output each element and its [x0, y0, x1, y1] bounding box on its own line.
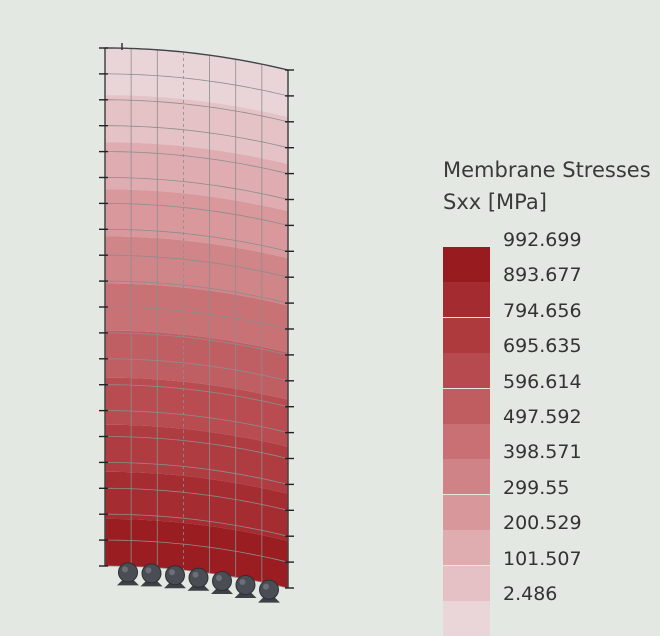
mesh-line	[105, 228, 289, 252]
legend-value: 992.699	[503, 229, 582, 251]
legend-value: 398.571	[503, 441, 582, 464]
mesh-line	[105, 99, 289, 123]
stress-legend: Membrane Stresses Sxx [MPa] 992.699 893.6…	[443, 154, 658, 636]
support-ball	[188, 567, 209, 588]
model-viewport[interactable]	[0, 0, 660, 610]
stress-band	[105, 142, 288, 212]
stress-band	[105, 471, 288, 541]
mesh-line	[105, 358, 289, 382]
support-ball	[118, 562, 138, 583]
support-highlight	[192, 571, 199, 578]
legend-value: 596.614	[503, 370, 582, 393]
mesh-line	[105, 151, 289, 174]
stress-band	[105, 189, 288, 259]
legend-value: 794.656	[503, 299, 582, 322]
mesh-line	[105, 203, 289, 226]
legend-value: 893.677	[503, 264, 582, 287]
legend-value: 200.529	[503, 512, 582, 535]
edge-ticks	[99, 47, 294, 589]
legend-swatch	[443, 282, 490, 318]
stress-band	[105, 424, 288, 494]
mesh-line	[105, 513, 289, 537]
mesh-line	[105, 125, 289, 149]
support-ball	[235, 574, 256, 595]
stress-band	[105, 377, 288, 447]
mesh-line	[105, 384, 289, 408]
mesh-line	[105, 436, 289, 459]
mesh-line	[105, 177, 289, 200]
support-highlight	[122, 566, 128, 573]
legend-swatch	[443, 388, 490, 424]
legend-value: 299.55	[503, 476, 570, 499]
stress-band	[105, 236, 288, 306]
stress-contour-bands	[105, 48, 288, 588]
legend-subtitle: Sxx [MPa]	[443, 190, 547, 214]
legend-title: Membrane Stresses	[443, 158, 651, 182]
stress-band	[105, 283, 288, 353]
support-highlight	[145, 567, 152, 574]
support-ball	[141, 563, 162, 584]
mesh-line	[105, 462, 289, 485]
legend-value: 497.592	[503, 406, 582, 428]
legend-swatch	[443, 530, 490, 566]
mesh-line	[105, 332, 289, 356]
mesh-line	[105, 280, 289, 304]
support-highlight	[263, 583, 269, 590]
legend-swatch	[443, 601, 490, 636]
mesh-line	[105, 254, 289, 278]
top-edge	[105, 47, 289, 71]
mesh-line	[105, 410, 289, 433]
legend-value: 101.507	[503, 547, 582, 570]
support-highlight	[169, 569, 175, 576]
legend-swatch	[443, 353, 490, 389]
mesh-line	[105, 73, 289, 97]
legend-swatch	[443, 565, 490, 601]
support-ball	[165, 565, 185, 586]
stress-band	[105, 518, 288, 588]
mesh-line	[105, 539, 289, 563]
support-highlight	[239, 578, 246, 585]
legend-swatch	[443, 494, 490, 530]
support-highlight	[216, 574, 222, 581]
mesh-line	[105, 487, 289, 511]
stress-band	[105, 48, 288, 118]
support-markers	[117, 562, 280, 603]
support-ball	[212, 570, 232, 591]
mesh-line	[105, 306, 289, 330]
legend-swatch	[443, 459, 490, 495]
stress-band	[105, 330, 288, 400]
legend-swatch	[443, 424, 490, 459]
support-ball	[259, 579, 279, 600]
legend-value: 2.486	[503, 583, 558, 605]
legend-swatch	[443, 247, 490, 282]
legend-swatch	[443, 317, 490, 353]
mesh-grid	[104, 43, 289, 589]
legend-value: 695.635	[503, 335, 582, 358]
